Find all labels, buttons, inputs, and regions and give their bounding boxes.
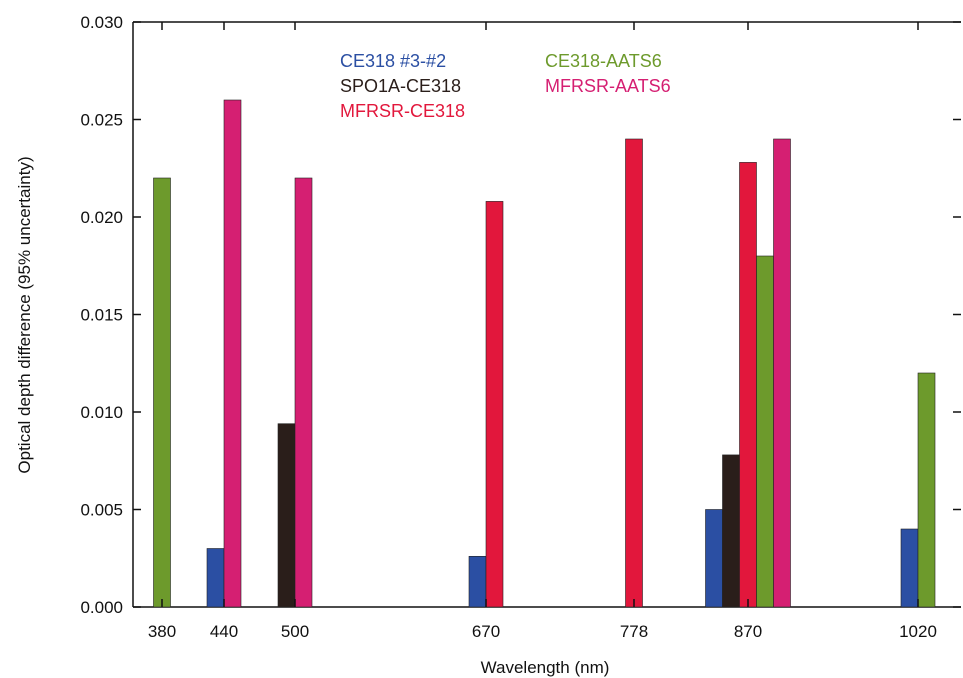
bar-spo1a-ce318-500 bbox=[277, 423, 296, 608]
bar-mfrsr-aats6-440 bbox=[223, 99, 242, 608]
y-tick-label: 0.015 bbox=[80, 306, 123, 325]
bars-group bbox=[153, 99, 936, 608]
y-axis-label: Optical depth difference (95% uncertaint… bbox=[15, 156, 34, 473]
legend-entry-spo1a-ce318: SPO1A-CE318 bbox=[340, 76, 461, 96]
x-tick-label: 1020 bbox=[899, 622, 937, 641]
legend-entry-ce318-3-2: CE318 #3-#2 bbox=[340, 51, 446, 71]
legend: CE318 #3-#2 SPO1A-CE318 MFRSR-CE318 CE318-A… bbox=[340, 51, 671, 121]
y-tick-label: 0.005 bbox=[80, 501, 123, 520]
bar-mfrsr-ce318-778 bbox=[625, 138, 643, 608]
bar-mfrsr-ce318-870 bbox=[739, 162, 757, 608]
x-tick-label: 870 bbox=[734, 622, 762, 641]
legend-entry-mfrsr-aats6: MFRSR-AATS6 bbox=[545, 76, 671, 96]
bar-mfrsr-aats6-500 bbox=[294, 177, 313, 608]
x-axis-ticks: 380 440 500 670 778 870 1020 bbox=[148, 22, 937, 641]
y-tick-label: 0.025 bbox=[80, 111, 123, 130]
bar-ce318-aats6-870 bbox=[756, 255, 774, 608]
x-tick-label: 670 bbox=[472, 622, 500, 641]
y-tick-label: 0.020 bbox=[80, 208, 123, 227]
legend-entry-mfrsr-ce318: MFRSR-CE318 bbox=[340, 101, 465, 121]
x-tick-label: 440 bbox=[210, 622, 238, 641]
bar-ce318-3-2-1020 bbox=[900, 528, 919, 608]
bar-ce318-aats6-380 bbox=[153, 177, 171, 608]
plot-frame bbox=[132, 21, 961, 608]
bar-mfrsr-aats6-870 bbox=[773, 138, 791, 608]
bar-ce318-3-2-440 bbox=[206, 548, 225, 608]
x-axis-label: Wavelength (nm) bbox=[481, 658, 610, 677]
y-tick-label: 0.000 bbox=[80, 598, 123, 617]
bar-ce318-aats6-1020 bbox=[917, 372, 936, 608]
y-axis-ticks: 0.000 0.005 0.010 0.015 0.020 0.025 0.030 bbox=[80, 13, 961, 617]
legend-entry-ce318-aats6: CE318-AATS6 bbox=[545, 51, 662, 71]
x-tick-label: 778 bbox=[620, 622, 648, 641]
bar-ce318-3-2-670 bbox=[468, 555, 487, 608]
bar-ce318-3-2-870 bbox=[705, 509, 723, 608]
y-tick-label: 0.010 bbox=[80, 403, 123, 422]
x-tick-label: 380 bbox=[148, 622, 176, 641]
x-tick-label: 500 bbox=[281, 622, 309, 641]
bar-spo1a-ce318-870 bbox=[722, 454, 740, 608]
y-tick-label: 0.030 bbox=[80, 13, 123, 32]
bar-mfrsr-ce318-670 bbox=[485, 201, 504, 608]
